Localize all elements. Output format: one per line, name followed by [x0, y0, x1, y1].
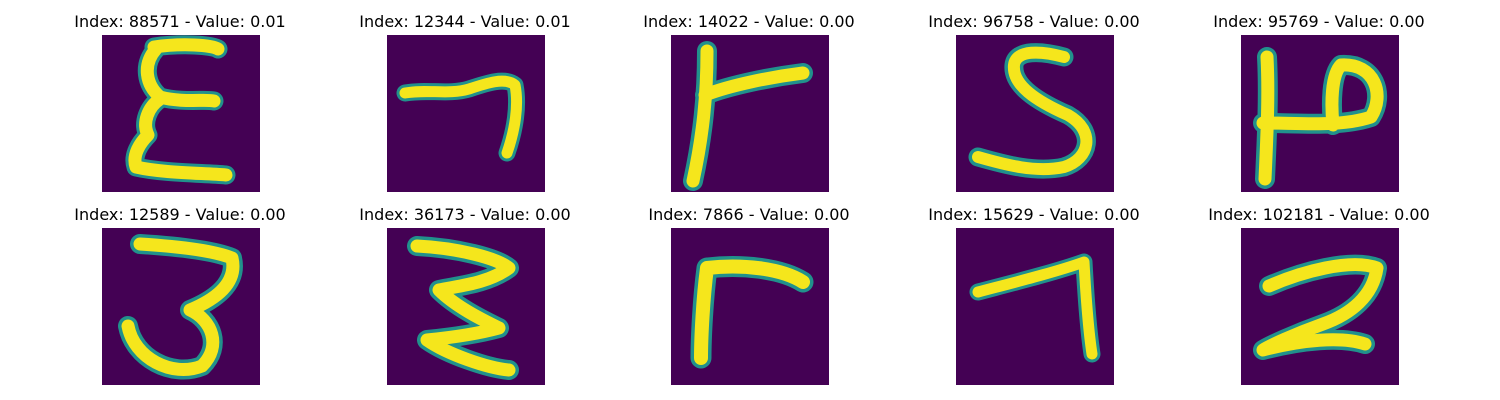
grid-panel: Index: 102181 - Value: 0.00 — [1169, 193, 1469, 388]
grid-panel: Index: 88571 - Value: 0.01 — [30, 0, 330, 195]
r-glyph-icon — [671, 228, 829, 385]
grid-panel: Index: 14022 - Value: 0.00 — [599, 0, 899, 195]
grid-panel: Index: 36173 - Value: 0.00 — [315, 193, 615, 388]
grid-panel: Index: 96758 - Value: 0.00 — [884, 0, 1184, 195]
panel-title: Index: 102181 - Value: 0.00 — [1208, 205, 1430, 224]
seven-glyph-icon — [387, 35, 545, 192]
s-glyph-icon — [956, 35, 1114, 192]
panel-title: Index: 15629 - Value: 0.00 — [928, 205, 1140, 224]
grid-panel: Index: 12344 - Value: 0.01 — [315, 0, 615, 195]
seven-glyph-icon — [956, 228, 1114, 385]
two-glyph-icon — [1241, 228, 1399, 385]
panel-title: Index: 96758 - Value: 0.00 — [928, 12, 1140, 31]
grid-panel: Index: 7866 - Value: 0.00 — [599, 193, 899, 388]
panel-title: Index: 95769 - Value: 0.00 — [1213, 12, 1425, 31]
three-glyph-icon — [102, 228, 260, 385]
panel-title: Index: 12344 - Value: 0.01 — [359, 12, 571, 31]
three-zigzag-glyph-icon — [387, 228, 545, 385]
panel-title: Index: 14022 - Value: 0.00 — [643, 12, 855, 31]
panel-title: Index: 12589 - Value: 0.00 — [74, 205, 286, 224]
panel-title: Index: 36173 - Value: 0.00 — [359, 205, 571, 224]
sigma-glyph-icon — [102, 35, 260, 192]
panel-title: Index: 88571 - Value: 0.01 — [74, 12, 286, 31]
r-glyph-icon — [671, 35, 829, 192]
grid-panel: Index: 95769 - Value: 0.00 — [1169, 0, 1469, 195]
grid-panel: Index: 12589 - Value: 0.00 — [30, 193, 330, 388]
p-glyph-icon — [1241, 35, 1399, 192]
grid-panel: Index: 15629 - Value: 0.00 — [884, 193, 1184, 388]
panel-title: Index: 7866 - Value: 0.00 — [648, 205, 850, 224]
